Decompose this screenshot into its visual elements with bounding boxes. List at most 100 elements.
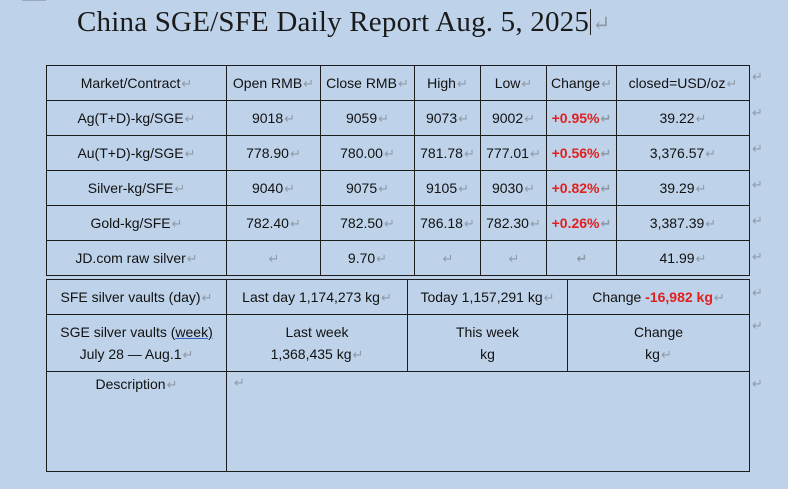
table-row: Gold-kg/SFE↵ 782.40↵ 782.50↵ 786.18↵ 782… [46,205,750,241]
high-cell: 781.78↵ [414,135,481,171]
high-cell: 9073↵ [414,100,481,136]
cell-mark-icon: ↵ [726,75,738,91]
market-name: JD.com raw silver [75,249,186,266]
cell-mark-icon: ↵ [186,250,198,266]
cell-mark-icon: ↵ [234,375,245,390]
low-cell: 777.01↵ [480,135,547,171]
cell-mark-icon: ↵ [463,215,475,231]
description-label: Description [95,376,166,392]
row-end-mark-icon: ↵ [752,105,763,120]
cell-mark-icon: ↵ [289,215,301,231]
cell-mark-icon: ↵ [181,75,193,91]
row-end-mark-icon: ↵ [752,69,763,84]
cell-mark-icon: ↵ [456,75,468,91]
row-end-mark-icon: ↵ [752,141,763,156]
low-cell: 9002↵ [480,100,547,136]
close-value: 9.70 [347,249,376,266]
sfe-change-value: -16,982 kg [645,288,713,305]
sfe-change-cell: Change -16,982 kg↵ [567,279,750,315]
low-cell: 9030↵ [480,170,547,206]
cell-mark-icon: ↵ [303,75,315,91]
sfe-last-day-cell: Last day 1,174,273 kg↵ [226,279,408,315]
cell-mark-icon: ↵ [521,75,533,91]
cell-mark-icon: ↵ [705,215,717,231]
usd-cell: 3,376.57↵ [616,135,750,171]
cell-mark-icon: ↵ [705,145,717,161]
cell-mark-icon: ↵ [695,250,707,266]
usd-value: 39.29 [659,179,695,196]
close-cell: 9059↵ [320,100,415,136]
low-value: 777.01 [486,144,529,161]
sge-last-week-value: 1,368,435 kg [270,345,352,362]
row-end-mark-icon: ↵ [752,376,763,391]
cell-mark-icon: ↵ [352,346,364,362]
cell-mark-icon: ↵ [600,180,612,196]
cell-mark-icon: ↵ [600,215,612,231]
header-cell: Market/Contract↵ [46,65,227,101]
header-cell: closed=USD/oz↵ [616,65,750,101]
change-cell: ↵ [546,240,617,276]
cell-mark-icon: ↵ [284,180,296,196]
sfe-today-cell: Today 1,157,291 kg↵ [407,279,568,315]
cell-mark-icon: ↵ [660,346,672,362]
sge-last-week-label: Last week [285,323,349,340]
header-market: Market/Contract [80,74,181,91]
cell-mark-icon: ↵ [182,346,194,362]
header-usd: closed=USD/oz [628,74,726,91]
sge-vaults-row: SGE silver vaults (week) July 28 — Aug.1… [46,314,750,372]
table-row: JD.com raw silver↵ ↵ 9.70↵ ↵ ↵ ↵ 41.99↵ [46,240,750,276]
open-value: 778.90 [246,144,289,161]
open-value: 9040 [251,179,284,196]
cell-mark-icon: ↵ [600,145,612,161]
sge-this-week-label: This week [455,324,520,340]
open-cell: 9040↵ [226,170,321,206]
cell-mark-icon: ↵ [600,110,612,126]
table-row: Au(T+D)-kg/SGE↵ 778.90↵ 780.00↵ 781.78↵ … [46,135,750,171]
sge-vaults-label-week: week) [175,323,213,340]
description-text-cell[interactable]: ↵ [226,371,750,472]
sge-vaults-table: SGE silver vaults (week) July 28 — Aug.1… [46,314,750,372]
sge-change-line: kg↵ [568,343,749,366]
usd-value: 3,387.39 [649,214,705,231]
cell-mark-icon: ↵ [201,289,213,305]
close-value: 780.00 [340,144,383,161]
cell-mark-icon: ↵ [378,110,390,126]
cell-mark-icon: ↵ [166,377,178,392]
change-value: +0.95% [551,109,600,126]
change-cell: +0.82%↵ [546,170,617,206]
sge-vaults-label-cell: SGE silver vaults (week) July 28 — Aug.1… [46,314,227,372]
header-cell: Change↵ [546,65,617,101]
market-name: Au(T+D)-kg/SGE [77,144,184,161]
row-end-mark-icon: ↵ [752,249,763,264]
cell-mark-icon: ↵ [171,215,183,231]
text-cursor [590,9,592,35]
open-value: 782.40 [246,214,289,231]
cell-mark-icon: ↵ [458,180,470,196]
open-value: 9018 [251,109,284,126]
open-cell: ↵ [226,240,321,276]
cell-mark-icon: ↵ [268,250,280,266]
sge-change-value: kg [645,345,660,362]
header-close: Close RMB [326,74,397,91]
sge-last-week-cell: Last week 1,368,435 kg↵ [226,314,408,372]
change-cell: +0.56%↵ [546,135,617,171]
cell-mark-icon: ↵ [442,250,454,266]
cell-mark-icon: ↵ [284,110,296,126]
cell-mark-icon: ↵ [529,145,541,161]
market-cell: Au(T+D)-kg/SGE↵ [46,135,227,171]
cell-mark-icon: ↵ [383,215,395,231]
row-end-mark-icon: ↵ [752,177,763,192]
change-value: +0.26% [551,214,600,231]
row-end-mark-icon: ↵ [752,318,763,333]
cell-mark-icon: ↵ [174,180,186,196]
header-open: Open RMB [232,74,303,91]
sfe-vaults-label-cell: SFE silver vaults (day)↵ [46,279,227,315]
sfe-change-label: Change [592,288,646,305]
sge-change-label: Change [633,323,684,340]
high-cell: 786.18↵ [414,205,481,241]
header-cell: Low↵ [480,65,547,101]
close-cell: 9075↵ [320,170,415,206]
report-title: China SGE/SFE Daily Report Aug. 5, 2025 ↵ [77,6,611,39]
sge-last-week-line: 1,368,435 kg↵ [227,343,407,366]
sfe-vaults-row: SFE silver vaults (day)↵ Last day 1,174,… [46,279,750,315]
